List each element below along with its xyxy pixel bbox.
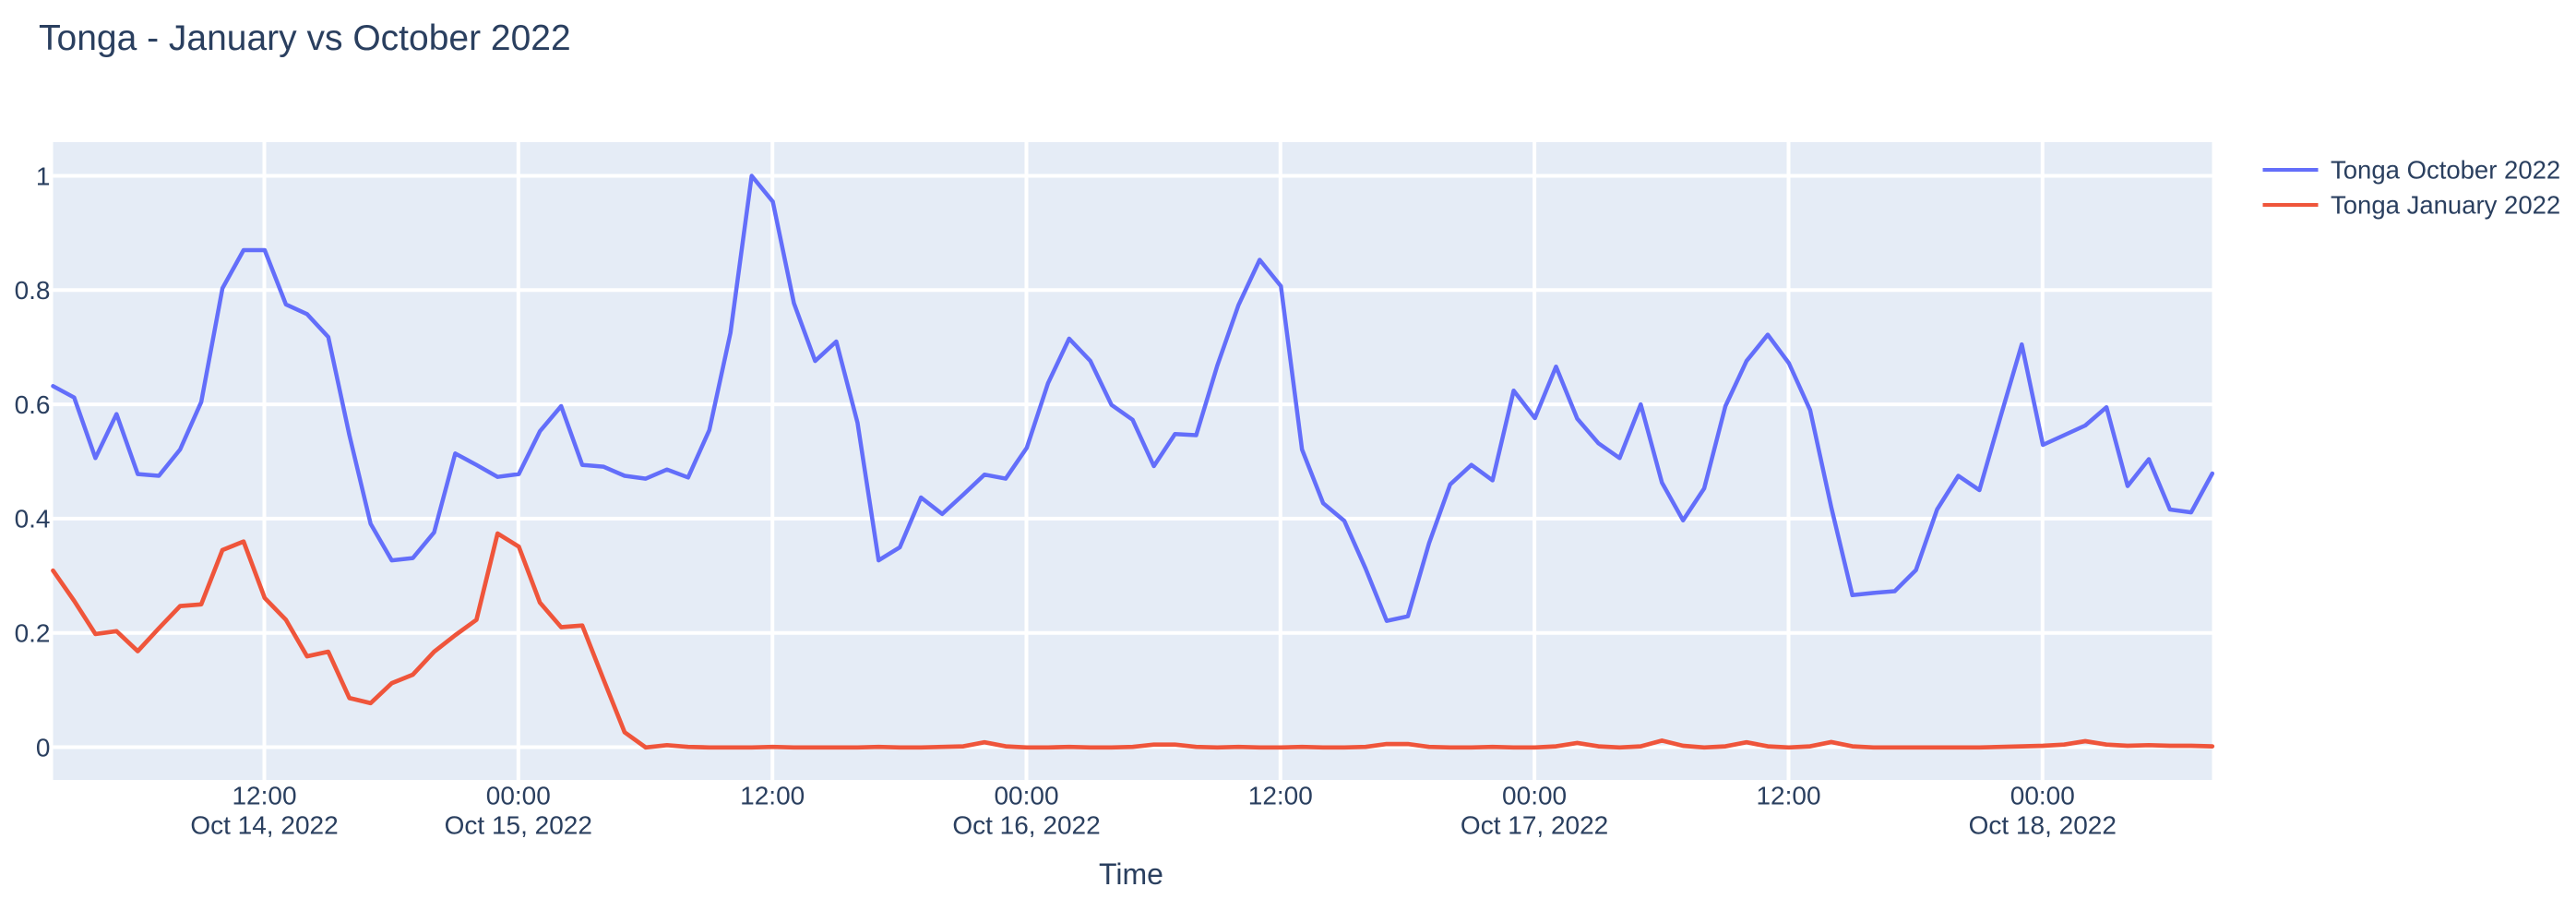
svg-text:12:00: 12:00 xyxy=(1248,782,1313,810)
svg-text:Tonga - January vs October 202: Tonga - January vs October 2022 xyxy=(39,18,571,58)
svg-text:12:00: 12:00 xyxy=(232,782,296,810)
svg-text:Oct 18, 2022: Oct 18, 2022 xyxy=(1969,811,2117,840)
svg-text:12:00: 12:00 xyxy=(740,782,805,810)
svg-text:00:00: 00:00 xyxy=(486,782,551,810)
svg-text:00:00: 00:00 xyxy=(1502,782,1567,810)
svg-text:Tonga January 2022: Tonga January 2022 xyxy=(2331,191,2560,220)
svg-text:Time: Time xyxy=(1099,857,1163,891)
svg-text:0.2: 0.2 xyxy=(15,619,51,648)
svg-text:0.6: 0.6 xyxy=(15,390,51,419)
svg-text:Oct 15, 2022: Oct 15, 2022 xyxy=(445,811,592,840)
svg-text:1: 1 xyxy=(36,162,51,190)
svg-text:Oct 17, 2022: Oct 17, 2022 xyxy=(1461,811,1608,840)
svg-text:0.8: 0.8 xyxy=(15,276,51,305)
svg-text:Tonga October 2022: Tonga October 2022 xyxy=(2331,156,2560,185)
svg-text:0: 0 xyxy=(36,733,51,761)
svg-text:Oct 16, 2022: Oct 16, 2022 xyxy=(952,811,1100,840)
svg-text:0.4: 0.4 xyxy=(15,505,51,533)
svg-text:12:00: 12:00 xyxy=(1756,782,1820,810)
svg-text:00:00: 00:00 xyxy=(2010,782,2075,810)
svg-text:Oct 14, 2022: Oct 14, 2022 xyxy=(190,811,338,840)
svg-text:00:00: 00:00 xyxy=(994,782,1058,810)
